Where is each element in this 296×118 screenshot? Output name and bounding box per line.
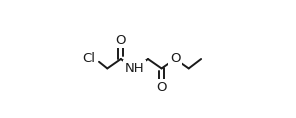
Text: NH: NH	[125, 62, 144, 75]
Text: O: O	[170, 53, 180, 65]
Text: O: O	[116, 34, 126, 47]
Text: O: O	[156, 81, 167, 94]
Text: Cl: Cl	[83, 53, 96, 65]
